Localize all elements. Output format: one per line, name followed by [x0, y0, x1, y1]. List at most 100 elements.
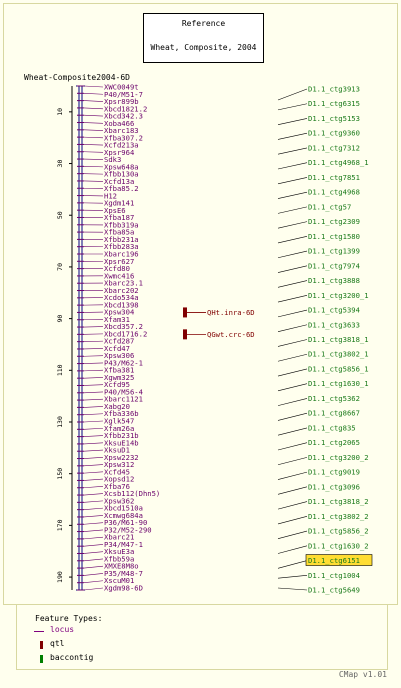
marker-label: Xfbb231a [104, 235, 139, 244]
contig-connector [277, 177, 308, 185]
marker-label: Xopsd12 [104, 475, 134, 484]
marker-connector [83, 507, 104, 510]
marker-label: Xfba381 [104, 366, 134, 375]
contig-label: D1.1_ctg3096 [308, 482, 360, 491]
contig-label: D1.1_ctg7312 [308, 143, 360, 152]
marker-connector [83, 522, 104, 525]
contig-label: D1.1_ctg4968 [308, 188, 360, 197]
scale-tick-label: 30 [56, 160, 64, 168]
legend-item-label: locus [50, 625, 75, 634]
contig-label: D1.1_ctg835 [308, 423, 356, 432]
marker-connector [83, 478, 104, 481]
marker-connector [83, 129, 104, 131]
marker-connector [83, 587, 104, 591]
contig-connector [277, 501, 308, 510]
contig-connector [277, 191, 308, 199]
contig-label: D1.1_ctg5362 [308, 394, 360, 403]
contig-connector [277, 530, 308, 539]
contig-connector [277, 368, 308, 377]
marker-connector [83, 529, 104, 532]
marker-label: P40/M51-7 [104, 90, 143, 99]
marker-connector [83, 384, 104, 386]
marker-label: Xpsw312 [104, 460, 134, 469]
marker-label: Xglk547 [104, 417, 134, 426]
contig-label: D1.1_ctg3200_2 [308, 453, 369, 462]
marker-connector [83, 114, 104, 117]
scale-tick-label: 190 [56, 571, 64, 583]
contig-label: D1.1_ctg2065 [308, 438, 360, 447]
contig-connector [277, 442, 308, 451]
marker-label: Xcsb112(Dhn5) [104, 489, 160, 498]
marker-connector [83, 565, 104, 569]
reference-box: Reference Wheat, Composite, 2004 [143, 13, 264, 63]
contig-label: D1.1_ctg3818_2 [308, 497, 369, 506]
marker-connector [83, 158, 104, 160]
marker-connector [83, 406, 104, 408]
marker-connector [83, 515, 104, 518]
marker-label: Xcfd80 [104, 264, 130, 273]
marker-label: Xbarc21 [104, 533, 134, 542]
marker-label: Xcfd47 [104, 344, 130, 353]
marker-connector [83, 391, 104, 394]
contig-connector [277, 339, 308, 347]
contig-label: D1.1_ctg5856_2 [308, 527, 369, 536]
contig-label: D1.1_ctg57 [308, 202, 351, 211]
contig-connector [277, 486, 308, 495]
marker-connector [83, 340, 104, 342]
marker-connector [83, 551, 104, 554]
marker-label: Xpsr627 [104, 257, 134, 266]
marker-label: Xgdm98-6D [104, 584, 143, 593]
marker-label: Xcdo534a [104, 293, 139, 302]
marker-label: Xpsr964 [104, 148, 134, 157]
contig-connector [277, 516, 308, 525]
map-label[interactable]: Wheat-Composite2004-6D [24, 73, 130, 82]
cmap-version: CMap v1.01 [338, 670, 387, 679]
marker-label: Xpsw306 [104, 351, 134, 360]
contig-label: D1.1_ctg7851 [308, 173, 360, 182]
marker-label: Xfbb231b [104, 431, 139, 440]
marker-connector [83, 144, 104, 146]
marker-label: Xbarc196 [104, 250, 139, 259]
contig-label: D1.1_ctg2309 [308, 217, 360, 226]
contig-connector [277, 353, 308, 362]
scale-tick-label: 110 [56, 364, 64, 376]
marker-label: Xfba85a [104, 228, 134, 237]
marker-label: Xfbb283a [104, 242, 139, 251]
line-icon [34, 631, 44, 632]
reference-title: Reference [181, 19, 226, 28]
marker-label: Xpsw2232 [104, 453, 139, 462]
marker-connector [83, 573, 104, 576]
scale-tick-label: 130 [56, 416, 64, 428]
marker-label: Xpsw648a [104, 162, 139, 171]
marker-connector [83, 427, 104, 430]
marker-label: Xfba76 [104, 482, 130, 491]
contig-connector [277, 471, 308, 480]
contig-connector [277, 280, 308, 288]
contig-connector [277, 574, 308, 579]
marker-label: Xbarc1121 [104, 395, 143, 404]
marker-label: Xbcd342.3 [104, 112, 143, 121]
contig-label: D1.1_ctg3802_2 [308, 512, 369, 521]
contig-label: D1.1_ctg9360 [308, 129, 360, 138]
marker-label: Xfbb130a [104, 170, 139, 179]
marker-label: Xcfd213a [104, 141, 139, 150]
contig-connector [277, 457, 308, 466]
qtl-bar [183, 329, 187, 340]
contig-connector [277, 545, 308, 554]
scale-tick-label: 170 [56, 519, 64, 531]
marker-label: Xbarc183 [104, 126, 139, 135]
contig-label: D1.1_ctg3633 [308, 320, 360, 329]
contig-label: D1.1_ctg9019 [308, 468, 360, 477]
qtl-label: QGwt.crc-6D [207, 330, 255, 339]
marker-connector [83, 536, 104, 540]
contig-connector [277, 295, 308, 303]
legend-title: Feature Types: [35, 614, 103, 623]
marker-connector [83, 500, 104, 503]
marker-connector [83, 471, 104, 474]
marker-label: Xfba187 [104, 213, 134, 222]
contig-label: D1.1_ctg3200_1 [308, 291, 369, 300]
contig-label: D1.1_ctg1004 [308, 571, 360, 580]
marker-label: P40/M56-4 [104, 387, 143, 396]
contig-label: D1.1_ctg5856_1 [308, 364, 369, 373]
marker-label: Xfam31 [104, 315, 130, 324]
